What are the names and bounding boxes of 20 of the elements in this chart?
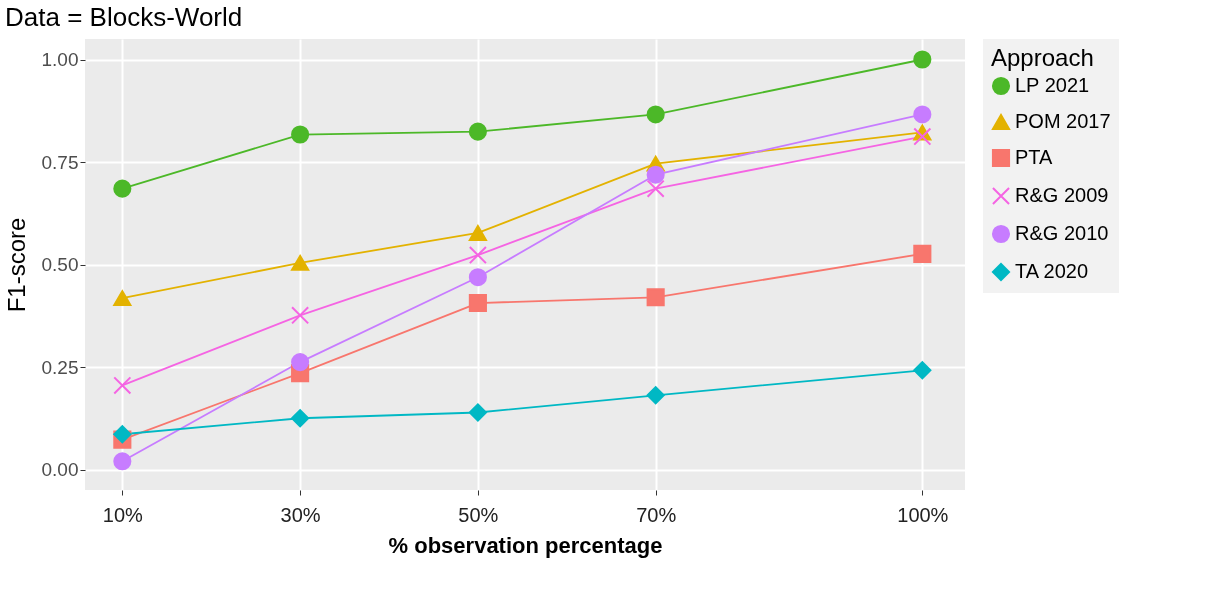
legend-label: LP 2021 xyxy=(1015,74,1090,96)
x-tick-label: 70% xyxy=(636,503,677,526)
x-tick-label: 10% xyxy=(102,503,144,526)
x-tick-label: 50% xyxy=(458,503,499,526)
y-tick-label: 0.50 xyxy=(41,254,79,275)
legend-label: TA 2020 xyxy=(1015,260,1089,282)
legend-label: R&G 2010 xyxy=(1015,222,1109,244)
y-tick-label: 0.75 xyxy=(41,151,79,173)
x-tick-label: 30% xyxy=(280,503,321,526)
x-tick-label: 100% xyxy=(897,503,949,526)
legend-label: POM 2017 xyxy=(1015,110,1111,132)
legend-label: PTA xyxy=(1015,146,1054,168)
x-axis-title: % observation percentage xyxy=(388,532,663,558)
legend-title: Approach xyxy=(991,44,1094,71)
y-axis-title: F1-score xyxy=(2,217,30,313)
y-tick-label: 0.25 xyxy=(41,356,79,378)
legend-label: R&G 2009 xyxy=(1015,184,1109,206)
y-tick-label: 0.00 xyxy=(41,459,79,480)
chart-title: Data = Blocks-World xyxy=(5,2,243,32)
y-tick-label: 1.00 xyxy=(41,49,79,70)
